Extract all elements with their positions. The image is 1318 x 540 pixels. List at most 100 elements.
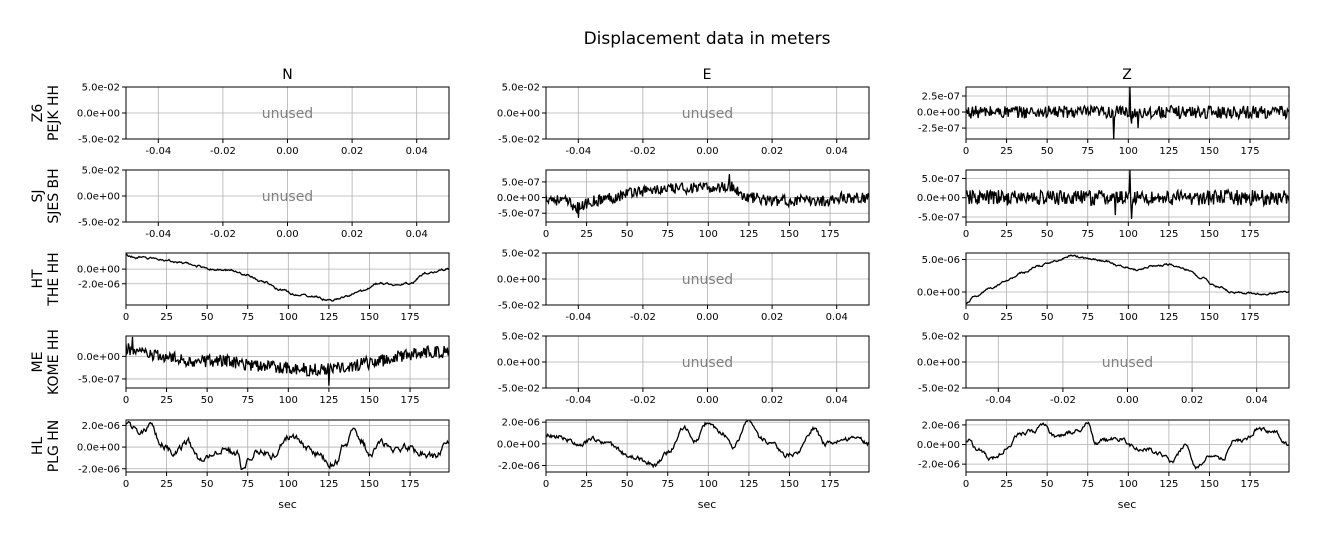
x-tick-label: 75	[1081, 146, 1094, 157]
x-tick-label: 75	[241, 479, 254, 490]
y-tick-label: -2.0e-06	[498, 461, 540, 472]
subplot-r3-c2: unused -0.04 -0.02 0.00 0.02 0.04 5.0e-02 0.0e+…	[917, 332, 1290, 406]
x-tick-label: 0.04	[826, 146, 848, 157]
x-tick-label: 25	[160, 479, 173, 490]
x-axis-label-col-2: sec	[1118, 498, 1137, 511]
unused-label: unused	[1102, 355, 1153, 371]
axes-frame	[125, 252, 450, 306]
axes-frame	[545, 419, 870, 473]
x-tick-label: 50	[1041, 312, 1054, 323]
y-tick-label: 5.0e-07	[502, 177, 540, 188]
subplot-r2-c0: 0 25 50 75 100 125 150 175 0.0e+00 -2.0e-06	[77, 252, 450, 323]
row-label-4-station: PLG HN	[46, 420, 62, 473]
y-tick-label: 0.0e+00	[917, 358, 960, 369]
x-tick-label: 0.02	[341, 229, 363, 240]
x-tick-label: 25	[580, 479, 593, 490]
row-label-0-network: Z6	[30, 104, 46, 123]
x-tick-label: 175	[400, 395, 419, 406]
y-tick-label: 0.0e+00	[77, 192, 120, 203]
x-tick-label: 150	[780, 479, 799, 490]
y-tick-label: 0.0e+00	[917, 440, 960, 451]
trace-line	[966, 254, 1289, 305]
y-tick-label: 5.0e-06	[922, 255, 960, 266]
x-tick-label: 150	[1200, 479, 1219, 490]
subplot-r3-c1: unused -0.04 -0.02 0.00 0.02 0.04 5.0e-02 0.0e+…	[497, 332, 870, 406]
y-tick-label: 5.0e-02	[922, 332, 960, 343]
x-tick-label: -0.04	[985, 395, 1011, 406]
x-tick-label: 125	[1159, 312, 1178, 323]
y-tick-label: 5.0e-02	[82, 166, 120, 177]
x-tick-label: 125	[739, 229, 758, 240]
x-tick-label: 0	[543, 479, 549, 490]
x-tick-label: 150	[780, 229, 799, 240]
subplot-r2-c2: 0 25 50 75 100 125 150 175 5.0e-06 0.0e+00	[917, 252, 1290, 323]
x-tick-label: 50	[201, 479, 214, 490]
subplot-grid: unused -0.04 -0.02 0.00 0.02 0.04 5.0e-02 0.0e+…	[77, 83, 1290, 490]
x-tick-label: 175	[1240, 312, 1259, 323]
y-tick-label: -5.0e-07	[498, 209, 540, 220]
x-tick-label: 75	[241, 312, 254, 323]
subplot-r0-c1: unused -0.04 -0.02 0.00 0.02 0.04 5.0e-02 0.0e+…	[497, 83, 870, 157]
row-label-3-network: ME	[30, 352, 46, 373]
y-tick-label: 0.0e+00	[917, 288, 960, 299]
x-tick-label: 100	[1119, 312, 1138, 323]
row-label-2-station: THE HH	[46, 252, 62, 306]
trace-line	[546, 420, 869, 469]
y-tick-label: 2.0e-06	[502, 418, 540, 429]
x-tick-label: 150	[1200, 229, 1219, 240]
x-tick-label: -0.04	[145, 229, 171, 240]
row-label-3-station: KOME HH	[46, 329, 62, 395]
x-tick-label: 75	[661, 479, 674, 490]
x-tick-label: 100	[279, 395, 298, 406]
column-title-z: Z	[1122, 67, 1132, 83]
y-tick-label: -5.0e-02	[498, 135, 540, 146]
y-tick-label: -5.0e-07	[918, 212, 960, 223]
x-tick-label: 0.02	[1181, 395, 1203, 406]
x-tick-label: 125	[319, 395, 338, 406]
x-tick-label: 0.04	[826, 312, 848, 323]
trace-line	[966, 421, 1289, 470]
x-tick-label: 100	[279, 479, 298, 490]
subplot-r4-c2: 0 25 50 75 100 125 150 175 2.0e-06 0.0e+00 -2.0e-0…	[917, 419, 1290, 490]
x-tick-label: 0.00	[696, 146, 718, 157]
unused-label: unused	[262, 106, 313, 122]
y-tick-label: -2.5e-07	[918, 124, 960, 135]
y-tick-label: 0.0e+00	[77, 109, 120, 120]
x-tick-label: 150	[1200, 146, 1219, 157]
x-tick-label: -0.04	[145, 146, 171, 157]
trace-line	[126, 336, 449, 386]
x-tick-label: 75	[241, 395, 254, 406]
y-tick-label: -5.0e-02	[78, 218, 120, 229]
x-tick-label: 150	[360, 312, 379, 323]
x-tick-label: 100	[1119, 479, 1138, 490]
x-tick-label: 150	[360, 395, 379, 406]
unused-label: unused	[682, 106, 733, 122]
x-tick-label: -0.04	[565, 395, 591, 406]
subplot-r1-c2: 0 25 50 75 100 125 150 175 5.0e-07 0.0e+00 -5.0e-0…	[917, 169, 1290, 240]
y-tick-label: 2.0e-06	[922, 420, 960, 431]
x-axis-label-col-0: sec	[278, 498, 297, 511]
y-tick-label: 0.0e+00	[77, 265, 120, 276]
x-tick-label: 150	[1200, 312, 1219, 323]
subplot-r4-c0: 0 25 50 75 100 125 150 175 2.0e-06 0.0e+00 -2.0e-0…	[77, 419, 450, 490]
trace-line	[546, 174, 869, 218]
x-tick-label: 0	[123, 312, 129, 323]
x-tick-label: 50	[201, 395, 214, 406]
x-tick-label: 0.02	[761, 395, 783, 406]
x-tick-label: 0.02	[761, 146, 783, 157]
x-tick-label: 75	[661, 229, 674, 240]
y-tick-label: 2.5e-07	[922, 91, 960, 102]
x-tick-label: 125	[739, 479, 758, 490]
x-tick-label: 0.04	[406, 229, 428, 240]
x-tick-label: 125	[319, 312, 338, 323]
x-tick-label: 25	[160, 395, 173, 406]
row-label-4-network: HL	[30, 437, 46, 456]
x-tick-label: 0	[963, 146, 969, 157]
unused-label: unused	[262, 189, 313, 205]
x-tick-label: 50	[1041, 229, 1054, 240]
y-tick-label: 5.0e-02	[502, 249, 540, 260]
unused-label: unused	[682, 355, 733, 371]
x-tick-label: 0	[963, 479, 969, 490]
y-tick-label: -5.0e-02	[918, 384, 960, 395]
x-tick-label: 0	[963, 229, 969, 240]
